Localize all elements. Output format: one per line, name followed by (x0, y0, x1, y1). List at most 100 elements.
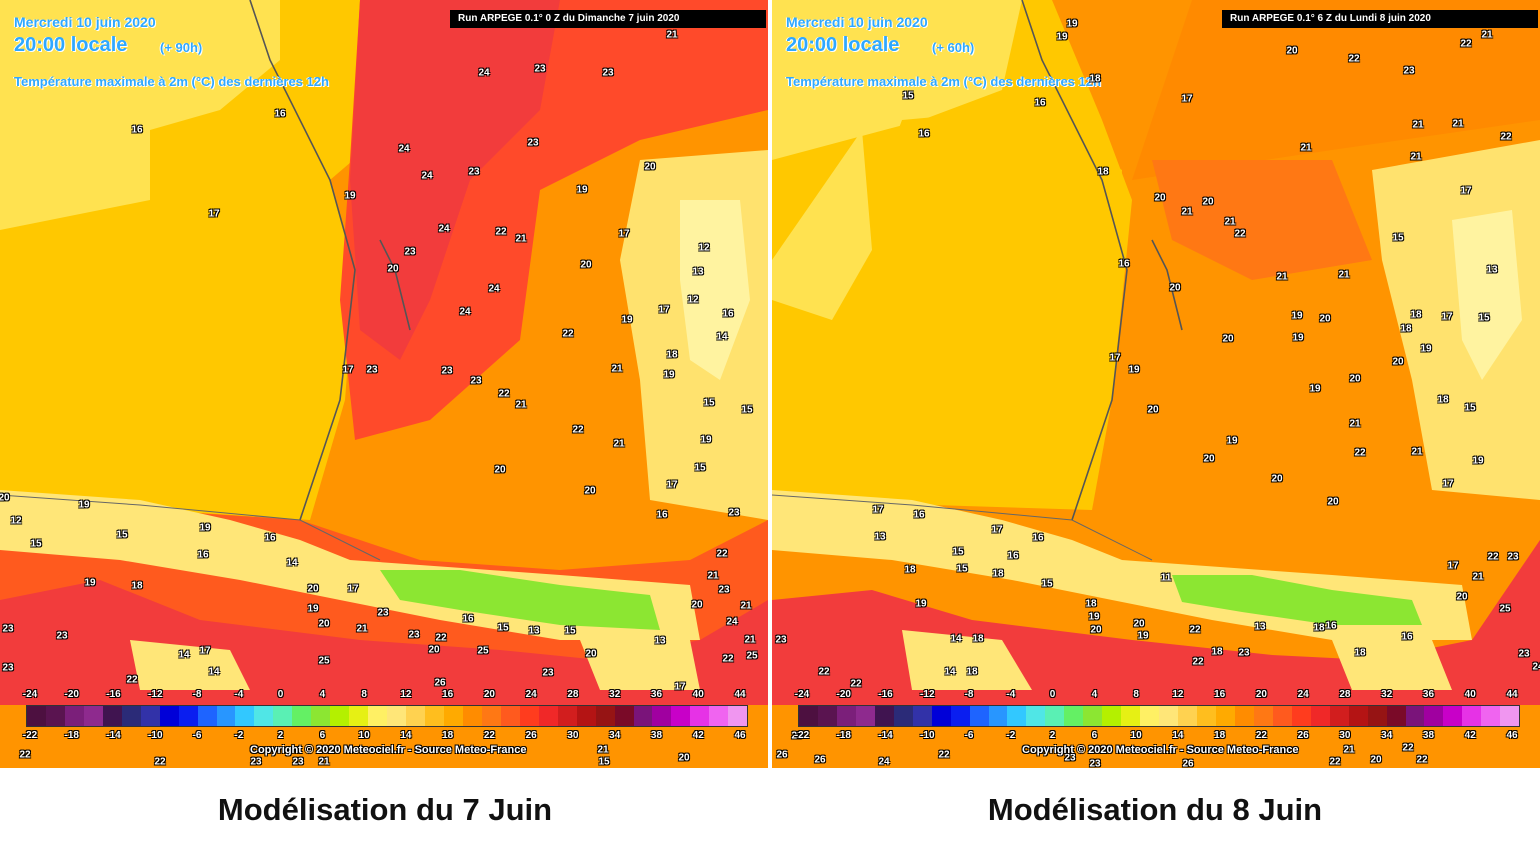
scale-tick-label: -8 (964, 689, 974, 700)
temperature-value: 21 (666, 29, 678, 41)
scale-tick-label: 22 (483, 730, 495, 741)
temperature-value: 20 (584, 485, 596, 497)
temperature-value: 19 (84, 577, 96, 589)
temperature-value: 23 (470, 375, 482, 387)
temperature-value: 16 (1401, 631, 1413, 643)
temperature-value: 24 (878, 756, 890, 768)
scale-swatch (671, 706, 691, 726)
temperature-value: 20 (1090, 624, 1102, 636)
scale-tick-label: 30 (1339, 730, 1351, 741)
scale-tick-label: 46 (1506, 730, 1518, 741)
scale-tick-label: -16 (106, 689, 121, 700)
scale-tick-label: -18 (64, 730, 79, 741)
scale-swatch (1083, 706, 1103, 726)
temperature-value: 17 (1460, 185, 1472, 197)
scale-tick-label: 28 (567, 689, 579, 700)
temperature-value: 21 (1276, 271, 1288, 283)
temperature-value: 17 (872, 504, 884, 516)
temperature-value: 16 (462, 613, 474, 625)
scale-swatch (538, 706, 558, 726)
temperature-value: 21 (1410, 151, 1422, 163)
scale-swatch (1215, 706, 1235, 726)
scale-tick-label: 4 (319, 689, 326, 700)
temperature-value: 21 (1338, 269, 1350, 281)
scale-tick-label: 16 (1214, 689, 1226, 700)
temperature-value: 13 (692, 266, 704, 278)
temperature-value: 24 (488, 283, 500, 295)
temperature-value: 18 (1354, 647, 1366, 659)
scale-swatch (614, 706, 634, 726)
scale-swatch (836, 706, 856, 726)
temperature-value: 13 (874, 531, 886, 543)
temperature-value: 17 (208, 208, 220, 220)
scale-tick-label: 16 (442, 689, 454, 700)
temperature-value: 21 (1452, 118, 1464, 130)
scale-tick-label: -20 (836, 689, 851, 700)
temperature-value: 23 (542, 667, 554, 679)
scale-swatch (1462, 706, 1482, 726)
temperature-value: 19 (576, 184, 588, 196)
temperature-value: 22 (1354, 447, 1366, 459)
temperature-value: 18 (1313, 622, 1325, 634)
scale-swatch (1481, 706, 1501, 726)
map-panel-left: Mercredi 10 juin 2020 20:00 locale (+ 90… (0, 0, 768, 768)
temperature-value: 19 (621, 314, 633, 326)
temperature-value: 17 (618, 228, 630, 240)
temperature-value: 23 (728, 507, 740, 519)
temperature-value: 18 (1085, 598, 1097, 610)
scale-swatch (576, 706, 596, 726)
scale-tick-label: 10 (358, 730, 370, 741)
temperature-map-left (0, 0, 768, 768)
temperature-value: 22 (1487, 551, 1499, 563)
scale-tick-label: -24 (794, 689, 810, 700)
temperature-value: 23 (2, 662, 14, 674)
forecast-date: Mercredi 10 juin 2020 (14, 14, 156, 30)
scale-bottom-ticks: -22 -18 -14 -10 -6 -2 2 6 10 14 18 22 26 30 34 38 42 46 (20, 730, 750, 744)
scale-tick-label: 26 (525, 730, 537, 741)
temperature-value: 19 (700, 434, 712, 446)
temperature-value: 20 (1203, 453, 1215, 465)
panel-divider (768, 0, 772, 768)
temperature-value: 19 (1137, 630, 1149, 642)
temperature-value: 16 (1034, 97, 1046, 109)
temperature-value: 26 (776, 749, 788, 761)
scale-swatch (1121, 706, 1141, 726)
temperature-value: 15 (1478, 312, 1490, 324)
scale-tick-label: 38 (650, 730, 663, 741)
temperature-value: 23 (1064, 752, 1076, 764)
scale-tick-label: -12 (148, 689, 163, 700)
temperature-value: 13 (528, 625, 540, 637)
scale-swatch (1348, 706, 1368, 726)
temperature-value: 23 (377, 607, 389, 619)
temperature-value: 13 (654, 635, 666, 647)
run-info: Run ARPEGE 0.1° 6 Z du Lundi 8 juin 2020 (1222, 10, 1538, 28)
temperature-value: 17 (1109, 352, 1121, 364)
temperature-value: 12 (10, 515, 22, 527)
temperature-value: 24 (478, 67, 490, 79)
scale-tick-label: 42 (1464, 730, 1476, 741)
scale-top-ticks: -24 -20 -16 -12 -8 -4 0 4 8 12 16 20 24 28 32 36 40 44 (20, 689, 750, 703)
scale-swatch (893, 706, 913, 726)
temperature-value: 17 (991, 524, 1003, 536)
temperature-value: 22 (435, 632, 447, 644)
temperature-value: 26 (814, 754, 826, 766)
scale-swatch (330, 706, 350, 726)
scale-swatch (349, 706, 369, 726)
caption-right: Modélisation du 8 Juin (987, 792, 1323, 827)
scale-swatch (406, 706, 426, 726)
temperature-value: 20 (691, 599, 703, 611)
temperature-value: 15 (497, 622, 509, 634)
temperature-value: 16 (656, 509, 668, 521)
temperature-value: 23 (1403, 65, 1415, 77)
temperature-value: 18 (1097, 166, 1109, 178)
scale-tick-label: 0 (1049, 689, 1056, 700)
scale-tick-label: 40 (692, 689, 704, 700)
temperature-value: 15 (30, 538, 42, 550)
temperature-value: 20 (1222, 333, 1234, 345)
temperature-value: 20 (1202, 196, 1214, 208)
temperature-value: 22 (1416, 754, 1428, 766)
temperature-value: 16 (131, 124, 143, 136)
temperature-value: 25 (1499, 603, 1511, 615)
temperature-value: 22 (1402, 742, 1414, 754)
temperature-value: 22 (850, 678, 862, 690)
